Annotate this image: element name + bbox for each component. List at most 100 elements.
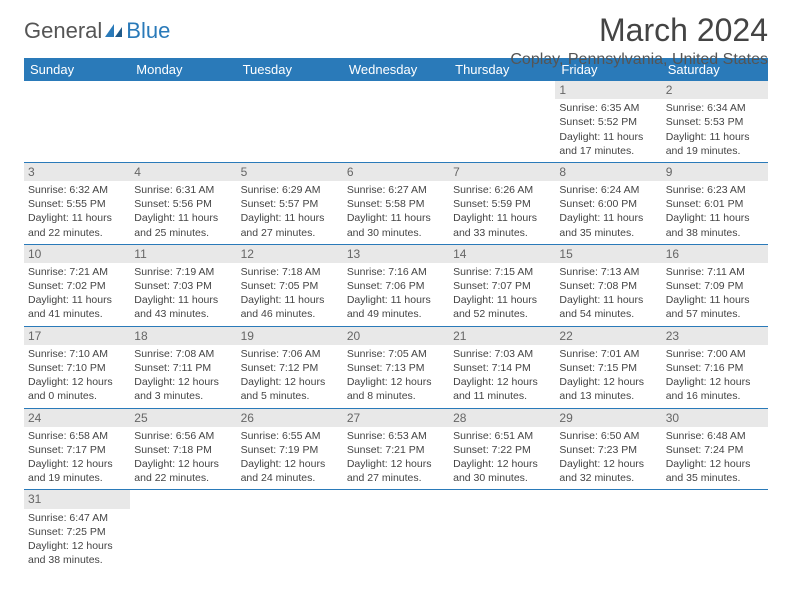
sail-icon xyxy=(104,18,126,34)
daylight-text: Daylight: 12 hours and 30 minutes. xyxy=(453,457,551,485)
calendar-cell: 16Sunrise: 7:11 AMSunset: 7:09 PMDayligh… xyxy=(662,244,768,326)
day-body: Sunrise: 6:51 AMSunset: 7:22 PMDaylight:… xyxy=(449,427,555,490)
day-body: Sunrise: 6:55 AMSunset: 7:19 PMDaylight:… xyxy=(237,427,343,490)
sunset-text: Sunset: 5:56 PM xyxy=(134,197,232,211)
sunset-text: Sunset: 7:10 PM xyxy=(28,361,126,375)
daylight-text: Daylight: 11 hours and 17 minutes. xyxy=(559,130,657,158)
sunset-text: Sunset: 7:15 PM xyxy=(559,361,657,375)
day-number xyxy=(343,490,449,508)
day-number: 1 xyxy=(555,81,661,99)
day-number xyxy=(343,81,449,99)
header: General Blue March 2024 Coplay, Pennsylv… xyxy=(24,18,768,44)
calendar-cell: 12Sunrise: 7:18 AMSunset: 7:05 PMDayligh… xyxy=(237,244,343,326)
calendar-cell: 25Sunrise: 6:56 AMSunset: 7:18 PMDayligh… xyxy=(130,408,236,490)
sunrise-text: Sunrise: 6:55 AM xyxy=(241,429,339,443)
daylight-text: Daylight: 12 hours and 35 minutes. xyxy=(666,457,764,485)
daylight-text: Daylight: 11 hours and 57 minutes. xyxy=(666,293,764,321)
day-number xyxy=(662,490,768,508)
day-number: 16 xyxy=(662,245,768,263)
day-number: 31 xyxy=(24,490,130,508)
sunrise-text: Sunrise: 6:29 AM xyxy=(241,183,339,197)
sunrise-text: Sunrise: 6:24 AM xyxy=(559,183,657,197)
calendar-cell: 18Sunrise: 7:08 AMSunset: 7:11 PMDayligh… xyxy=(130,326,236,408)
day-number: 29 xyxy=(555,409,661,427)
sunrise-text: Sunrise: 7:13 AM xyxy=(559,265,657,279)
sunrise-text: Sunrise: 6:53 AM xyxy=(347,429,445,443)
sunrise-text: Sunrise: 7:18 AM xyxy=(241,265,339,279)
sunrise-text: Sunrise: 6:47 AM xyxy=(28,511,126,525)
sunset-text: Sunset: 7:24 PM xyxy=(666,443,764,457)
day-number: 3 xyxy=(24,163,130,181)
day-body: Sunrise: 7:11 AMSunset: 7:09 PMDaylight:… xyxy=(662,263,768,326)
sunrise-text: Sunrise: 7:03 AM xyxy=(453,347,551,361)
calendar-cell: 22Sunrise: 7:01 AMSunset: 7:15 PMDayligh… xyxy=(555,326,661,408)
day-body: Sunrise: 7:08 AMSunset: 7:11 PMDaylight:… xyxy=(130,345,236,408)
day-body: Sunrise: 6:26 AMSunset: 5:59 PMDaylight:… xyxy=(449,181,555,244)
daylight-text: Daylight: 12 hours and 13 minutes. xyxy=(559,375,657,403)
day-number: 17 xyxy=(24,327,130,345)
day-body: Sunrise: 6:34 AMSunset: 5:53 PMDaylight:… xyxy=(662,99,768,162)
day-body: Sunrise: 6:50 AMSunset: 7:23 PMDaylight:… xyxy=(555,427,661,490)
daylight-text: Daylight: 11 hours and 41 minutes. xyxy=(28,293,126,321)
day-number xyxy=(449,490,555,508)
day-body: Sunrise: 6:23 AMSunset: 6:01 PMDaylight:… xyxy=(662,181,768,244)
sunset-text: Sunset: 7:05 PM xyxy=(241,279,339,293)
location-label: Coplay, Pennsylvania, United States xyxy=(510,51,768,69)
daylight-text: Daylight: 11 hours and 52 minutes. xyxy=(453,293,551,321)
day-number: 26 xyxy=(237,409,343,427)
sunrise-text: Sunrise: 7:21 AM xyxy=(28,265,126,279)
daylight-text: Daylight: 12 hours and 32 minutes. xyxy=(559,457,657,485)
calendar-cell: 10Sunrise: 7:21 AMSunset: 7:02 PMDayligh… xyxy=(24,244,130,326)
sunset-text: Sunset: 7:11 PM xyxy=(134,361,232,375)
calendar-cell xyxy=(555,490,661,571)
sunrise-text: Sunrise: 6:51 AM xyxy=(453,429,551,443)
calendar-cell: 19Sunrise: 7:06 AMSunset: 7:12 PMDayligh… xyxy=(237,326,343,408)
calendar-cell: 3Sunrise: 6:32 AMSunset: 5:55 PMDaylight… xyxy=(24,162,130,244)
day-body: Sunrise: 7:01 AMSunset: 7:15 PMDaylight:… xyxy=(555,345,661,408)
sunrise-text: Sunrise: 6:35 AM xyxy=(559,101,657,115)
daylight-text: Daylight: 11 hours and 33 minutes. xyxy=(453,211,551,239)
sunset-text: Sunset: 7:25 PM xyxy=(28,525,126,539)
calendar-cell: 2Sunrise: 6:34 AMSunset: 5:53 PMDaylight… xyxy=(662,81,768,162)
day-body: Sunrise: 7:05 AMSunset: 7:13 PMDaylight:… xyxy=(343,345,449,408)
sunrise-text: Sunrise: 7:01 AM xyxy=(559,347,657,361)
calendar-cell: 27Sunrise: 6:53 AMSunset: 7:21 PMDayligh… xyxy=(343,408,449,490)
sunrise-text: Sunrise: 6:23 AM xyxy=(666,183,764,197)
calendar-cell: 7Sunrise: 6:26 AMSunset: 5:59 PMDaylight… xyxy=(449,162,555,244)
day-header: Wednesday xyxy=(343,58,449,81)
calendar-cell: 26Sunrise: 6:55 AMSunset: 7:19 PMDayligh… xyxy=(237,408,343,490)
day-number xyxy=(130,81,236,99)
daylight-text: Daylight: 12 hours and 5 minutes. xyxy=(241,375,339,403)
calendar-cell xyxy=(130,81,236,162)
daylight-text: Daylight: 11 hours and 19 minutes. xyxy=(666,130,764,158)
day-body: Sunrise: 7:00 AMSunset: 7:16 PMDaylight:… xyxy=(662,345,768,408)
sunrise-text: Sunrise: 7:00 AM xyxy=(666,347,764,361)
sunset-text: Sunset: 7:13 PM xyxy=(347,361,445,375)
sunset-text: Sunset: 7:09 PM xyxy=(666,279,764,293)
sunset-text: Sunset: 7:18 PM xyxy=(134,443,232,457)
calendar-cell: 28Sunrise: 6:51 AMSunset: 7:22 PMDayligh… xyxy=(449,408,555,490)
sunrise-text: Sunrise: 6:50 AM xyxy=(559,429,657,443)
sunset-text: Sunset: 7:14 PM xyxy=(453,361,551,375)
daylight-text: Daylight: 11 hours and 38 minutes. xyxy=(666,211,764,239)
day-number: 23 xyxy=(662,327,768,345)
day-number: 4 xyxy=(130,163,236,181)
day-number: 6 xyxy=(343,163,449,181)
day-number xyxy=(130,490,236,508)
day-body: Sunrise: 7:21 AMSunset: 7:02 PMDaylight:… xyxy=(24,263,130,326)
calendar-cell xyxy=(24,81,130,162)
sunset-text: Sunset: 7:07 PM xyxy=(453,279,551,293)
day-body: Sunrise: 6:27 AMSunset: 5:58 PMDaylight:… xyxy=(343,181,449,244)
day-number: 2 xyxy=(662,81,768,99)
calendar-cell: 24Sunrise: 6:58 AMSunset: 7:17 PMDayligh… xyxy=(24,408,130,490)
daylight-text: Daylight: 12 hours and 19 minutes. xyxy=(28,457,126,485)
day-body: Sunrise: 6:56 AMSunset: 7:18 PMDaylight:… xyxy=(130,427,236,490)
daylight-text: Daylight: 12 hours and 38 minutes. xyxy=(28,539,126,567)
daylight-text: Daylight: 11 hours and 49 minutes. xyxy=(347,293,445,321)
daylight-text: Daylight: 12 hours and 27 minutes. xyxy=(347,457,445,485)
sunrise-text: Sunrise: 6:32 AM xyxy=(28,183,126,197)
day-body: Sunrise: 7:06 AMSunset: 7:12 PMDaylight:… xyxy=(237,345,343,408)
day-number: 25 xyxy=(130,409,236,427)
sunrise-text: Sunrise: 7:16 AM xyxy=(347,265,445,279)
day-number: 10 xyxy=(24,245,130,263)
